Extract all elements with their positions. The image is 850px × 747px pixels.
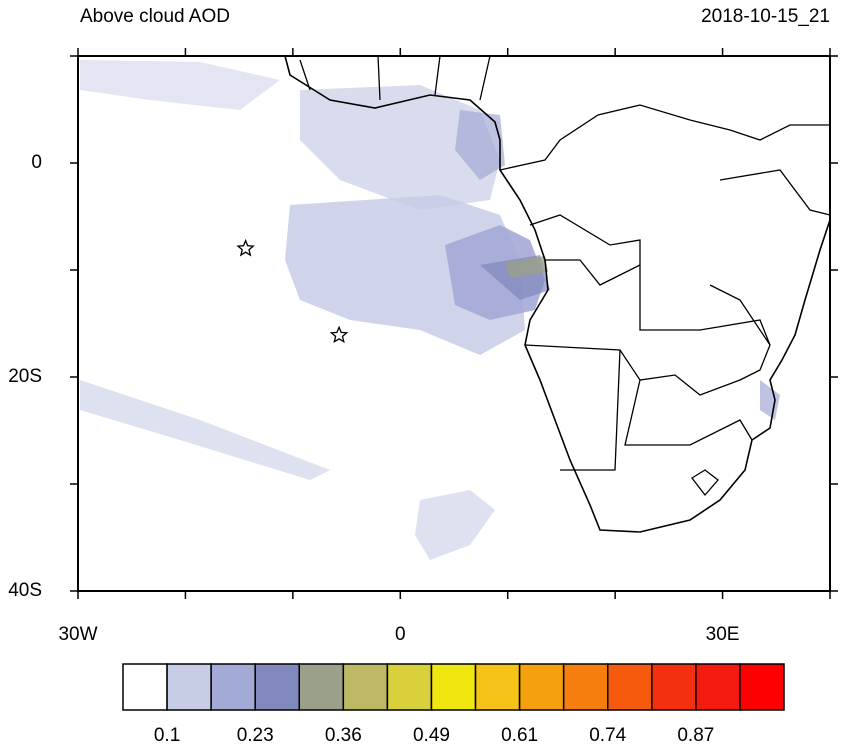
aerosol-field bbox=[80, 60, 780, 560]
colorbar-label: 0.49 bbox=[413, 725, 450, 746]
lon-label: 30E bbox=[706, 624, 740, 645]
colorbar-label: 0.74 bbox=[589, 725, 626, 746]
colorbar-box bbox=[298, 663, 345, 711]
star-marker bbox=[236, 238, 255, 257]
colorbar-box bbox=[342, 663, 389, 711]
colorbar-box bbox=[562, 663, 609, 711]
colorbar-box bbox=[518, 663, 565, 711]
star-marker bbox=[329, 325, 349, 344]
date: 2018-10-15_21 bbox=[701, 6, 830, 27]
colorbar-box bbox=[430, 663, 477, 711]
colorbar-box bbox=[166, 663, 212, 711]
colorbar-box bbox=[739, 663, 785, 711]
colorbar-label: 0.87 bbox=[677, 725, 714, 746]
colorbar-box bbox=[651, 663, 697, 711]
colorbar-label: 0.36 bbox=[325, 725, 362, 746]
colorbar-box bbox=[606, 663, 653, 711]
colorbar-label: 0.1 bbox=[154, 725, 180, 746]
colorbar-box bbox=[474, 663, 521, 711]
lat-label: 20S bbox=[8, 366, 42, 387]
colorbar-box bbox=[254, 663, 301, 711]
lat-label: 0 bbox=[31, 152, 42, 173]
colorbar-box bbox=[386, 663, 433, 711]
title: Above cloud AOD bbox=[80, 6, 230, 27]
map-frame bbox=[77, 55, 831, 592]
colorbar-label: 0.23 bbox=[237, 725, 274, 746]
colorbar-label: 0.61 bbox=[501, 725, 538, 746]
coastlines bbox=[284, 55, 831, 533]
colorbar-box bbox=[122, 663, 168, 711]
lon-label: 30W bbox=[58, 624, 97, 645]
colorbar-box bbox=[695, 663, 741, 711]
lon-label: 0 bbox=[395, 624, 406, 645]
colorbar-box bbox=[210, 663, 256, 711]
lat-label: 40S bbox=[8, 580, 42, 601]
